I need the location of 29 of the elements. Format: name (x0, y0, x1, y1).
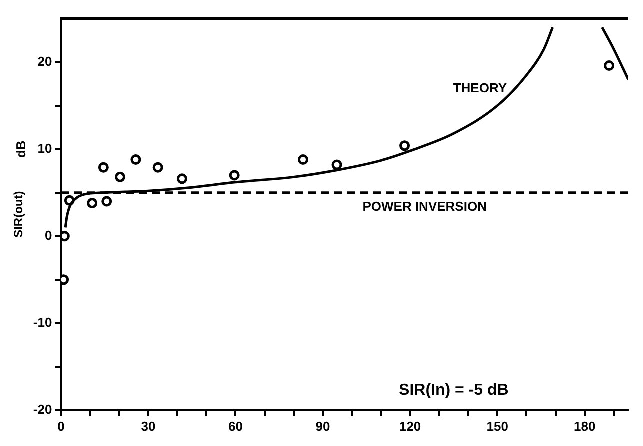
x-tick-label: 180 (574, 418, 596, 434)
point (98, 162, 109, 173)
point (87, 198, 98, 209)
y-tick-label: -10 (33, 314, 52, 330)
x-tick-label: 150 (486, 418, 508, 434)
point (229, 170, 240, 181)
y-axis-title: SIR(out) (12, 191, 26, 238)
x-tick-label: 30 (141, 418, 156, 434)
point (102, 196, 112, 207)
x-tick-label: 120 (399, 418, 422, 434)
annotation: SIR(In) = -5 dB (399, 382, 509, 399)
x-tick-label: 90 (316, 418, 330, 434)
y-tick-label: -20 (33, 402, 52, 417)
point (298, 154, 308, 166)
x-tick-label: 60 (228, 418, 243, 434)
point (604, 60, 615, 72)
text: dB (14, 140, 29, 158)
point (130, 154, 142, 166)
point (176, 174, 188, 184)
y-tick-label: 0 (44, 228, 52, 243)
ref-line-label: POWER INVERSION (362, 198, 487, 214)
point (152, 162, 164, 173)
point (332, 160, 342, 170)
y-tick-label: 20 (38, 54, 52, 69)
x-tick-label: 0 (58, 418, 65, 434)
y-tick-label: 10 (38, 140, 52, 156)
annotation: THEORY (453, 80, 508, 96)
point (115, 172, 126, 182)
point (400, 140, 410, 152)
